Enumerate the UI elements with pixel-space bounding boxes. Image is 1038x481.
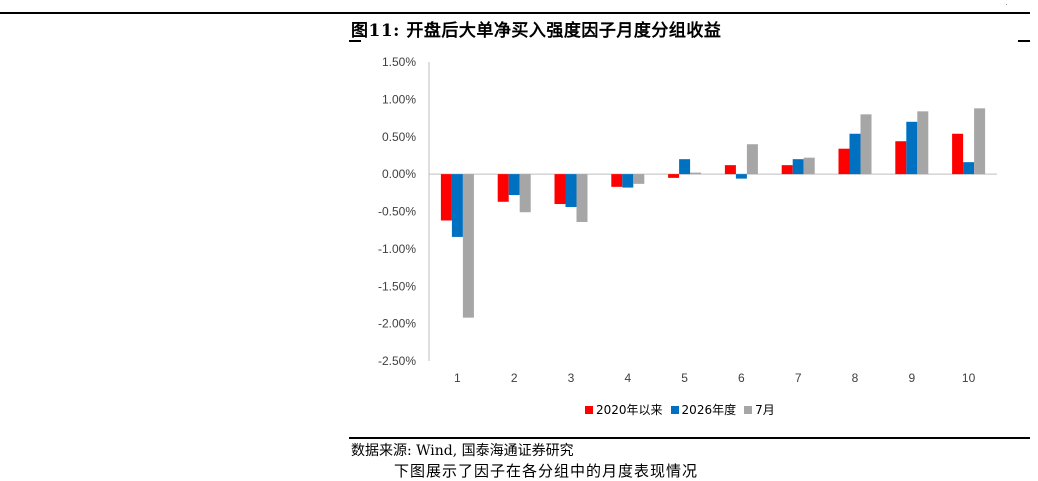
legend-item: 2026年度 <box>670 401 737 418</box>
source-rule <box>349 437 1030 439</box>
bar <box>519 174 531 213</box>
x-tick-label: 9 <box>908 371 915 385</box>
bar <box>462 174 474 318</box>
bar <box>679 159 691 175</box>
y-tick-label: 1.50% <box>382 55 416 69</box>
x-tick-label: 10 <box>962 371 976 385</box>
chart-legend: 2020年以来 2026年度 7月 <box>585 401 775 418</box>
x-tick-label: 3 <box>568 371 575 385</box>
x-tick-label: 2 <box>511 371 518 385</box>
y-tick-label: -1.50% <box>378 279 416 293</box>
y-tick-label: -1.00% <box>378 242 416 256</box>
bar <box>554 174 566 205</box>
bar <box>906 121 918 175</box>
bar <box>724 165 736 175</box>
x-tick-label: 4 <box>624 371 631 385</box>
legend-item: 2020年以来 <box>585 401 663 418</box>
bar <box>690 172 702 175</box>
x-tick-label: 6 <box>738 371 745 385</box>
legend-swatch <box>670 405 679 414</box>
legend-swatch <box>585 405 593 414</box>
bar <box>917 111 929 175</box>
bar <box>792 159 804 175</box>
bar <box>963 162 975 175</box>
y-tick-label: 1.00% <box>382 92 416 106</box>
header-tick-right <box>1018 40 1030 42</box>
bar <box>576 174 588 222</box>
x-tick-label: 7 <box>795 371 802 385</box>
y-tick-label: -0.50% <box>378 205 416 219</box>
bar <box>633 174 645 184</box>
bar <box>622 174 634 188</box>
top-rule <box>0 12 1030 14</box>
source-note: 数据来源: Wind, 国泰海通证券研究 <box>351 443 574 459</box>
bar <box>497 174 509 202</box>
y-tick-label: -2.00% <box>378 317 416 331</box>
x-tick-label: 1 <box>454 371 461 385</box>
bar <box>668 174 680 178</box>
legend-label: 2026年度 <box>681 403 737 417</box>
bar <box>838 148 850 175</box>
bar <box>895 141 907 175</box>
legend-swatch <box>744 405 753 414</box>
bar <box>781 165 793 175</box>
legend-label: 7月 <box>755 403 775 417</box>
header-tick-left <box>349 40 361 42</box>
bar <box>440 174 452 221</box>
legend-item: 7月 <box>744 401 775 418</box>
y-tick-label: 0.00% <box>382 167 416 181</box>
bar <box>860 114 872 175</box>
x-tick-label: 8 <box>852 371 859 385</box>
y-tick-label: 0.50% <box>382 130 416 144</box>
bar <box>735 174 747 179</box>
legend-label: 2020年以来 <box>596 403 663 417</box>
bar <box>746 144 758 175</box>
bar <box>611 174 623 187</box>
bar <box>565 174 577 208</box>
bar <box>849 133 861 175</box>
bar <box>952 133 964 175</box>
bar <box>803 157 815 175</box>
bar <box>508 174 520 196</box>
body-text-fragment: 下图展示了因子在各分组中的月度表现情况 <box>394 462 699 480</box>
bar <box>974 108 986 175</box>
bar <box>451 174 463 237</box>
corner-mark <box>1006 4 1007 5</box>
y-tick-label: -2.50% <box>378 354 416 368</box>
figure-title: 图11: 开盘后大单净买入强度因子月度分组收益 <box>351 21 722 41</box>
x-tick-label: 5 <box>681 371 688 385</box>
